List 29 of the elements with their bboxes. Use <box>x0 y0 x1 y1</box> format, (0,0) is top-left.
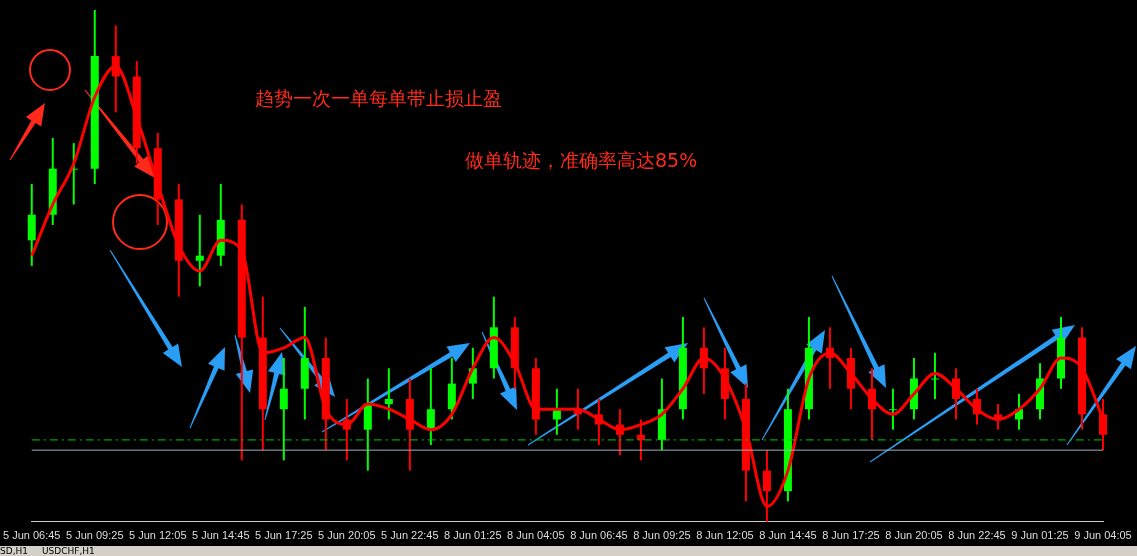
x-tick-label: 9 Jun 01:25 <box>1011 529 1069 542</box>
x-tick-label: 5 Jun 17:25 <box>255 529 313 542</box>
annotation: 做单轨迹，准确率高达85% <box>465 148 698 173</box>
x-tick-label: 8 Jun 22:45 <box>948 529 1006 542</box>
x-tick-label: 8 Jun 20:05 <box>885 529 943 542</box>
x-tick-label: 8 Jun 14:45 <box>759 529 817 542</box>
x-tick-label: 5 Jun 20:05 <box>318 529 376 542</box>
candlestick <box>426 367 435 447</box>
candlestick <box>888 387 897 431</box>
x-tick-label: 5 Jun 06:45 <box>3 529 61 542</box>
x-tick-label: 9 Jun 04:05 <box>1074 529 1132 542</box>
text: SD,H1 <box>0 546 28 556</box>
candlestick <box>384 367 393 421</box>
x-tick-label: 5 Jun 14:45 <box>192 529 250 542</box>
x-tick-label: 8 Jun 09:25 <box>633 529 691 542</box>
text: USDCHF,H1 <box>42 546 95 556</box>
candlestick <box>279 357 288 462</box>
x-tick-label: 8 Jun 01:25 <box>444 529 502 542</box>
x-tick-label: 8 Jun 06:45 <box>570 529 628 542</box>
candlestick <box>930 351 939 400</box>
x-tick-label: 5 Jun 12:05 <box>129 529 187 542</box>
x-tick-label: 8 Jun 04:05 <box>507 529 565 542</box>
x-tick-label: 5 Jun 09:25 <box>66 529 124 542</box>
candlestick <box>636 418 645 462</box>
x-tick-label: 8 Jun 12:05 <box>696 529 754 542</box>
annotation: 趋势一次一单每单带止损止盈 <box>255 86 502 111</box>
x-tick-label: 5 Jun 22:45 <box>381 529 439 542</box>
candlestick <box>195 213 204 288</box>
x-tick-label: 8 Jun 17:25 <box>822 529 880 542</box>
